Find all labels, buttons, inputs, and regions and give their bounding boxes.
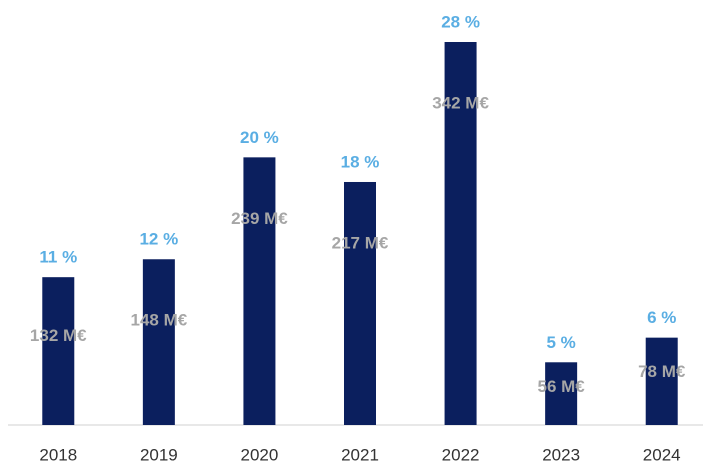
x-tick-label: 2023: [542, 445, 580, 464]
x-tick-label: 2018: [39, 445, 77, 464]
share-label: 5 %: [546, 333, 575, 352]
x-tick-label: 2024: [643, 445, 681, 464]
share-label: 20 %: [240, 128, 279, 147]
bar: [444, 42, 477, 425]
value-label: 148 M€: [131, 311, 188, 330]
value-label: 56 M€: [538, 377, 586, 396]
value-label: 342 M€: [432, 93, 489, 112]
bar: [545, 362, 578, 425]
share-label: 18 %: [341, 152, 380, 171]
x-tick-label: 2019: [140, 445, 178, 464]
bar: [645, 337, 678, 425]
value-label: 239 M€: [231, 209, 288, 228]
share-label: 28 %: [441, 12, 480, 31]
x-tick-label: 2022: [442, 445, 480, 464]
x-tick-label: 2020: [241, 445, 279, 464]
share-label: 11 %: [39, 248, 77, 267]
x-tick-label: 2021: [341, 445, 379, 464]
bar: [344, 181, 376, 425]
value-label: 132 M€: [30, 326, 87, 345]
share-label: 6 %: [647, 308, 676, 327]
value-label: 78 M€: [638, 362, 686, 381]
value-label: 217 M€: [332, 233, 389, 252]
bar: [42, 277, 75, 425]
share-label: 12 %: [139, 230, 178, 249]
bar: [142, 259, 175, 425]
bar: [243, 157, 276, 425]
